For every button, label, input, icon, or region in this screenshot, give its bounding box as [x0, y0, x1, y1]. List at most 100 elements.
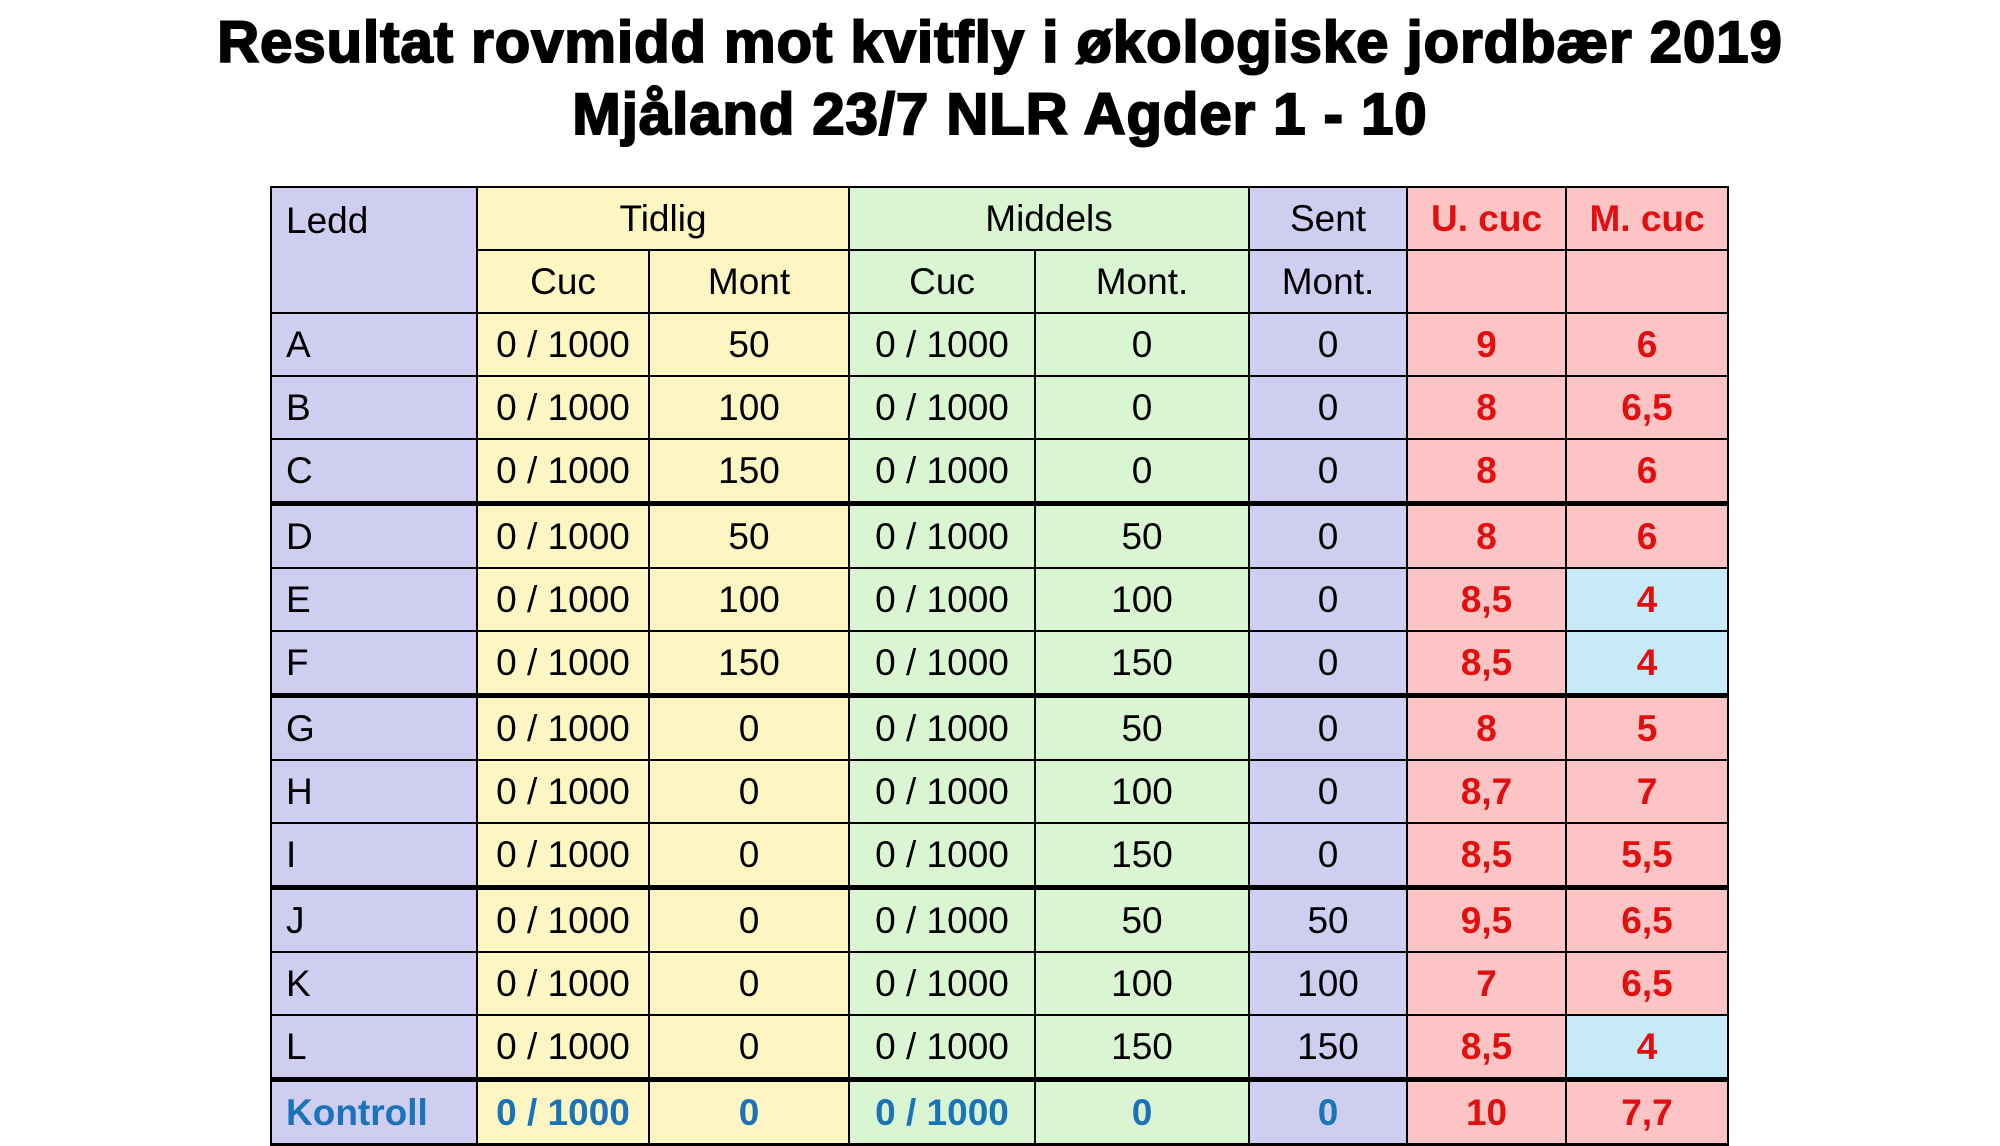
header-tidlig: Tidlig	[475, 186, 851, 251]
cell-u-cuc: 8,7	[1406, 759, 1568, 824]
cell-tidlig-mont: 50	[647, 312, 851, 377]
table-row: K 0 / 1000 0 0 / 1000 100 100 7 6,5	[270, 951, 1730, 1016]
cell-tidlig-cuc: 0 / 1000	[476, 1014, 650, 1082]
cell-sent-mont: 0	[1248, 822, 1409, 890]
cell-tidlig-mont: 100	[647, 567, 851, 632]
cell-tidlig-mont: 0	[647, 1014, 851, 1082]
cell-middels-mont: 100	[1034, 567, 1251, 632]
cell-middels-mont: 50	[1034, 886, 1251, 953]
cell-tidlig-mont: 100	[647, 375, 851, 440]
cell-ledd: C	[270, 438, 478, 506]
cell-tidlig-cuc: 0 / 1000	[476, 951, 650, 1016]
cell-tidlig-cuc: 0 / 1000	[476, 630, 650, 698]
cell-middels-cuc: 0 / 1000	[848, 1078, 1037, 1146]
cell-middels-cuc: 0 / 1000	[848, 759, 1037, 824]
cell-middels-cuc: 0 / 1000	[848, 438, 1037, 506]
table-row: J 0 / 1000 0 0 / 1000 50 50 9,5 6,5	[270, 886, 1730, 953]
cell-tidlig-cuc: 0 / 1000	[476, 1078, 650, 1146]
cell-m-cuc-highlight: 4	[1565, 630, 1730, 698]
cell-middels-cuc: 0 / 1000	[848, 1014, 1037, 1082]
cell-m-cuc: 6,5	[1565, 886, 1730, 953]
cell-sent-mont: 150	[1248, 1014, 1409, 1082]
cell-tidlig-mont: 0	[647, 886, 851, 953]
subheader-tidlig-mont: Mont	[647, 249, 851, 314]
cell-middels-mont: 150	[1034, 630, 1251, 698]
cell-m-cuc: 5	[1565, 694, 1730, 761]
cell-middels-cuc: 0 / 1000	[848, 567, 1037, 632]
subheader-middels-cuc: Cuc	[848, 249, 1037, 314]
cell-sent-mont: 0	[1248, 438, 1409, 506]
results-table: Ledd Tidlig Middels Sent U. cuc M. cuc C…	[270, 186, 1730, 1146]
cell-sent-mont: 100	[1248, 951, 1409, 1016]
title-line-1: Resultat rovmidd mot kvitfly i økologisk…	[216, 9, 1783, 76]
subheader-sent-mont: Mont.	[1248, 249, 1409, 314]
cell-sent-mont: 0	[1248, 759, 1409, 824]
header-middels: Middels	[848, 186, 1251, 251]
cell-sent-mont: 0	[1248, 567, 1409, 632]
cell-tidlig-cuc: 0 / 1000	[476, 886, 650, 953]
cell-tidlig-mont: 50	[647, 502, 851, 569]
cell-middels-mont: 0	[1034, 312, 1251, 377]
table-row: L 0 / 1000 0 0 / 1000 150 150 8,5 4	[270, 1014, 1730, 1082]
header-m-cuc: M. cuc	[1565, 186, 1730, 251]
cell-u-cuc: 9,5	[1406, 886, 1568, 953]
cell-ledd: L	[270, 1014, 478, 1082]
subheader-middels-mont: Mont.	[1034, 249, 1251, 314]
cell-m-cuc-highlight: 4	[1565, 1014, 1730, 1082]
cell-ledd: I	[270, 822, 478, 890]
header-u-cuc: U. cuc	[1406, 186, 1568, 251]
cell-tidlig-cuc: 0 / 1000	[476, 312, 650, 377]
table-row: I 0 / 1000 0 0 / 1000 150 0 8,5 5,5	[270, 822, 1730, 890]
cell-sent-mont: 0	[1248, 630, 1409, 698]
cell-middels-cuc: 0 / 1000	[848, 630, 1037, 698]
cell-middels-cuc: 0 / 1000	[848, 886, 1037, 953]
cell-ledd: G	[270, 694, 478, 761]
cell-m-cuc: 7	[1565, 759, 1730, 824]
subheader-m-cuc-empty	[1565, 249, 1730, 314]
cell-tidlig-cuc: 0 / 1000	[476, 375, 650, 440]
cell-m-cuc: 7,7	[1565, 1078, 1730, 1146]
cell-u-cuc: 7	[1406, 951, 1568, 1016]
cell-u-cuc: 8,5	[1406, 567, 1568, 632]
cell-middels-mont: 0	[1034, 438, 1251, 506]
cell-middels-mont: 150	[1034, 822, 1251, 890]
cell-ledd: H	[270, 759, 478, 824]
cell-m-cuc: 6	[1565, 438, 1730, 506]
cell-middels-mont: 0	[1034, 375, 1251, 440]
cell-m-cuc: 6	[1565, 502, 1730, 569]
cell-tidlig-mont: 0	[647, 694, 851, 761]
cell-u-cuc: 9	[1406, 312, 1568, 377]
cell-sent-mont: 0	[1248, 502, 1409, 569]
cell-ledd: K	[270, 951, 478, 1016]
cell-u-cuc: 10	[1406, 1078, 1568, 1146]
cell-tidlig-cuc: 0 / 1000	[476, 438, 650, 506]
cell-tidlig-cuc: 0 / 1000	[476, 694, 650, 761]
cell-m-cuc-highlight: 4	[1565, 567, 1730, 632]
cell-sent-mont: 0	[1248, 375, 1409, 440]
cell-u-cuc: 8	[1406, 438, 1568, 506]
cell-tidlig-mont: 150	[647, 438, 851, 506]
cell-m-cuc: 6,5	[1565, 375, 1730, 440]
cell-u-cuc: 8,5	[1406, 630, 1568, 698]
cell-m-cuc: 6	[1565, 312, 1730, 377]
cell-middels-cuc: 0 / 1000	[848, 951, 1037, 1016]
cell-tidlig-mont: 0	[647, 1078, 851, 1146]
cell-middels-mont: 50	[1034, 502, 1251, 569]
cell-tidlig-mont: 0	[647, 759, 851, 824]
cell-sent-mont: 0	[1248, 694, 1409, 761]
cell-u-cuc: 8	[1406, 375, 1568, 440]
cell-middels-mont: 0	[1034, 1078, 1251, 1146]
cell-middels-cuc: 0 / 1000	[848, 502, 1037, 569]
header-sent: Sent	[1248, 186, 1409, 251]
cell-u-cuc: 8,5	[1406, 822, 1568, 890]
header-ledd: Ledd	[270, 186, 478, 314]
cell-u-cuc: 8,5	[1406, 1014, 1568, 1082]
table-row: H 0 / 1000 0 0 / 1000 100 0 8,7 7	[270, 759, 1730, 824]
cell-tidlig-cuc: 0 / 1000	[476, 759, 650, 824]
cell-middels-cuc: 0 / 1000	[848, 375, 1037, 440]
table-row: A 0 / 1000 50 0 / 1000 0 0 9 6	[270, 312, 1730, 377]
table-row: B 0 / 1000 100 0 / 1000 0 0 8 6,5	[270, 375, 1730, 440]
cell-tidlig-mont: 0	[647, 951, 851, 1016]
cell-tidlig-cuc: 0 / 1000	[476, 567, 650, 632]
subheader-u-cuc-empty	[1406, 249, 1568, 314]
